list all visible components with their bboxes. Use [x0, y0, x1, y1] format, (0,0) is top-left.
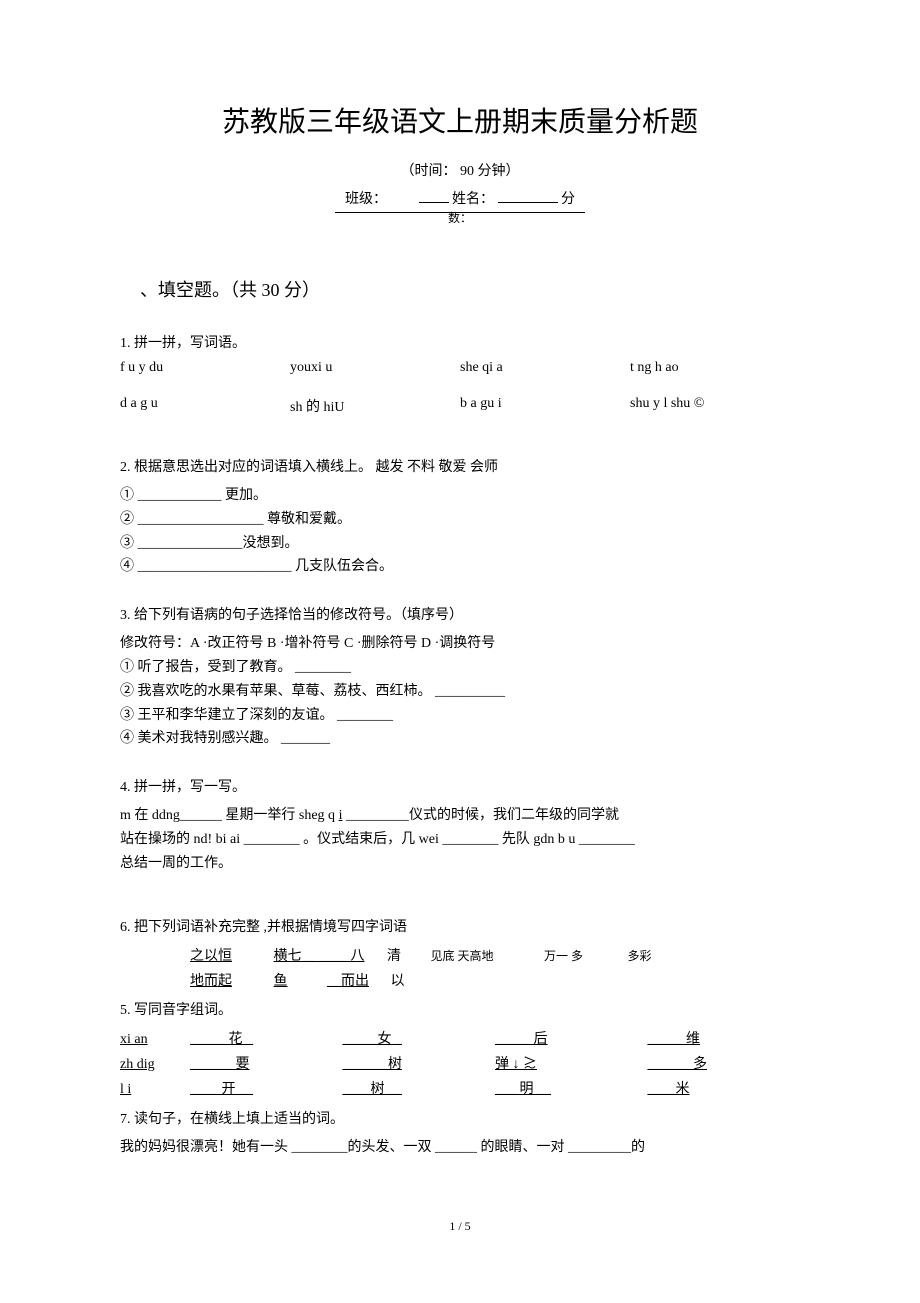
q1-title: 1. 拼一拼，写词语。 — [120, 332, 800, 352]
q4-line3: 总结一周的工作。 — [120, 852, 800, 876]
question-1: 1. 拼一拼，写词语。 f u y du youxi u she qi a t … — [120, 332, 800, 416]
q6-row2: 地而起 鱼 __而出 以 — [120, 969, 800, 994]
name-label: 姓名： — [452, 192, 494, 207]
q4-line2: 站在操场的 nd! bi ai ________ 。仪式结束后，几 wei __… — [120, 828, 800, 852]
pinyin-item: b a gu i — [460, 396, 630, 416]
pinyin-item: t ng h ao — [630, 360, 800, 376]
q3-title: 3. 给下列有语病的句子选择恰当的修改符号。（填序号） — [120, 604, 800, 624]
q1-row1: f u y du youxi u she qi a t ng h ao — [120, 360, 800, 376]
q2-item: ③ _______________没想到。 — [120, 532, 800, 556]
question-3: 3. 给下列有语病的句子选择恰当的修改符号。（填序号） 修改符号：A ·改正符号… — [120, 604, 800, 751]
question-5: 5. 写同音字组词。 xi an _____ 花 _ _____女 _ ____… — [120, 999, 800, 1103]
q2-item: ② __________________ 尊敬和爱戴。 — [120, 508, 800, 532]
pinyin-item: sh 的 hiU — [290, 396, 460, 416]
q3-item: ③ 王平和李华建立了深刻的友谊。 ________ — [120, 704, 800, 728]
q4-title: 4. 拼一拼，写一写。 — [120, 776, 800, 796]
document-title: 苏教版三年级语文上册期末质量分析题 — [120, 100, 800, 140]
char-item: _____ 花 _ — [190, 1027, 343, 1052]
q5-row: xi an _____ 花 _ _____女 _ _____ 后 _____ 维 — [120, 1027, 800, 1052]
time-subtitle: （时间： 90 分钟） — [120, 160, 800, 180]
question-4: 4. 拼一拼，写一写。 m 在 ddng______ 星期一举行 sheg q … — [120, 776, 800, 875]
q2-item: ④ ______________________ 几支队伍会合。 — [120, 555, 800, 579]
char-item: 弹 ↓ ≳ — [495, 1052, 648, 1077]
char-item: _____ 维 — [648, 1027, 801, 1052]
q6-row1: 之以恒 横七__ ____ 八 清 见底 天高地 万一 多 多彩 — [120, 944, 800, 969]
q3-item: ② 我喜欢吃的水果有苹果、草莓、荔枝、西红柿。 __________ — [120, 680, 800, 704]
class-label: 班级： — [345, 192, 387, 207]
question-2: 2. 根据意思选出对应的词语填入横线上。 越发 不料 敬爱 会师 ① _____… — [120, 456, 800, 579]
q2-title: 2. 根据意思选出对应的词语填入横线上。 越发 不料 敬爱 会师 — [120, 456, 800, 476]
char-item: ______ 树 — [343, 1052, 496, 1077]
pinyin-item: f u y du — [120, 360, 290, 376]
char-item: ____米 — [648, 1077, 801, 1102]
char-item: ____树 __ — [343, 1077, 496, 1102]
q3-item: ① 听了报告，受到了教育。 ________ — [120, 656, 800, 680]
char-item: ____ 开 __ — [190, 1077, 343, 1102]
q5-label: l i — [120, 1077, 190, 1102]
pinyin-item: shu y l shu © — [630, 396, 800, 416]
q1-row2: d a g u sh 的 hiU b a gu i shu y l shu © — [120, 396, 800, 416]
q6-title: 6. 把下列词语补充完整 ,并根据情境写四字词语 — [120, 916, 800, 936]
question-6: 6. 把下列词语补充完整 ,并根据情境写四字词语 之以恒 横七__ ____ 八… — [120, 916, 800, 994]
char-item: _____女 _ — [343, 1027, 496, 1052]
pinyin-item: d a g u — [120, 396, 290, 416]
q5-title: 5. 写同音字组词。 — [120, 999, 800, 1019]
pinyin-item: she qi a — [460, 360, 630, 376]
q3-symbols: 修改符号：A ·改正符号 B ·增补符号 C ·删除符号 D ·调换符号 — [120, 632, 800, 656]
char-item: ______ 多 — [648, 1052, 801, 1077]
pinyin-item: youxi u — [290, 360, 460, 376]
char-item: ___ 明 __ — [495, 1077, 648, 1102]
q4-line1: m 在 ddng______ 星期一举行 sheg q i _________仪… — [120, 804, 800, 828]
q7-title: 7. 读句子，在横线上填上适当的词。 — [120, 1108, 800, 1128]
q5-row: l i ____ 开 __ ____树 __ ___ 明 __ ____米 — [120, 1077, 800, 1102]
section-1-heading: 、填空题。（共 30 分） — [140, 276, 800, 302]
q5-label: xi an — [120, 1027, 190, 1052]
q5-row: zh dig ______ 要 ______ 树 弹 ↓ ≳ ______ 多 — [120, 1052, 800, 1077]
score-label: 分 — [561, 192, 575, 207]
char-item: _____ 后 — [495, 1027, 648, 1052]
q3-item: ④ 美术对我特别感兴趣。 _______ — [120, 727, 800, 751]
char-item: ______ 要 — [190, 1052, 343, 1077]
student-info-line: 班级： 姓名： 分 — [120, 188, 800, 208]
question-7: 7. 读句子，在横线上填上适当的词。 我的妈妈很漂亮！她有一头 ________… — [120, 1108, 800, 1160]
shu-label: 数： — [120, 209, 800, 226]
q5-label: zh dig — [120, 1052, 190, 1077]
page-number: 1 / 5 — [120, 1219, 800, 1234]
q7-line1: 我的妈妈很漂亮！她有一头 ________的头发、一双 ______ 的眼睛、一… — [120, 1136, 800, 1160]
q2-item: ① ____________ 更加。 — [120, 484, 800, 508]
